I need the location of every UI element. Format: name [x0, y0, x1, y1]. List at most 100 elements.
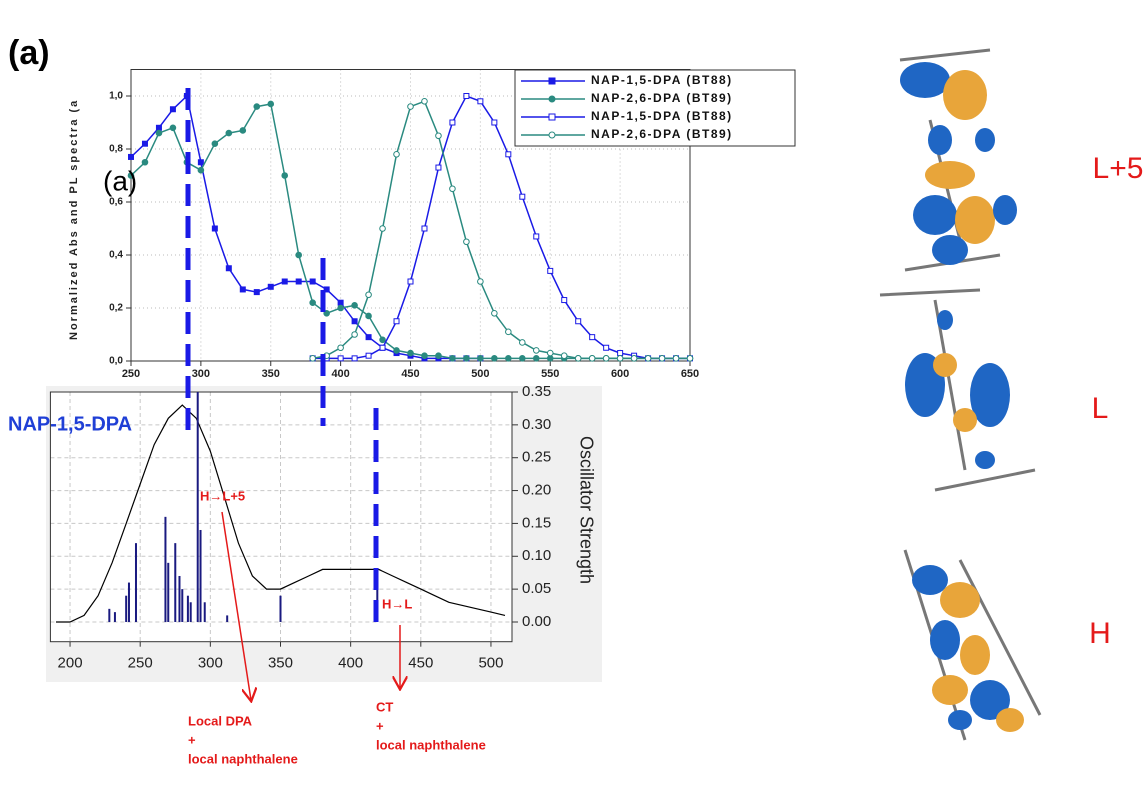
marker [310, 300, 316, 306]
marker [366, 313, 372, 319]
marker [533, 348, 539, 354]
marker [338, 300, 343, 305]
marker [478, 99, 483, 104]
x-tick-label: 500 [478, 655, 503, 672]
marker [450, 186, 456, 192]
marker [631, 356, 637, 362]
marker [604, 345, 609, 350]
marker [436, 353, 442, 359]
x-tick-label: 600 [611, 368, 629, 380]
annotation: local naphthalene [376, 737, 486, 752]
series-line [131, 96, 480, 358]
marker [338, 345, 344, 351]
marker [310, 279, 315, 284]
marker [296, 252, 302, 258]
marker [380, 337, 386, 343]
x-tick-label: 450 [401, 368, 419, 380]
marker [352, 319, 357, 324]
marker [170, 125, 176, 131]
marker [478, 279, 484, 285]
y-tick-label: 0,8 [109, 144, 123, 155]
marker [547, 350, 553, 356]
marker [170, 107, 175, 112]
orbital-label: H [1089, 617, 1111, 650]
marker [464, 356, 470, 362]
marker [352, 303, 358, 309]
marker [198, 167, 204, 173]
marker [338, 305, 344, 311]
orbital-l [880, 290, 1035, 490]
marker [129, 154, 134, 159]
marker [240, 287, 245, 292]
annotation: + [188, 732, 196, 747]
marker [254, 104, 260, 110]
marker [506, 152, 511, 157]
annotation: + [376, 718, 384, 733]
marker [450, 120, 455, 125]
marker [520, 194, 525, 199]
orbital-l5 [900, 50, 1017, 270]
marker [506, 356, 512, 362]
marker [659, 356, 665, 362]
marker [366, 353, 371, 358]
stick [190, 602, 192, 622]
marker [408, 279, 413, 284]
marker [562, 298, 567, 303]
marker [492, 356, 498, 362]
y-tick-label: 0.20 [522, 482, 551, 499]
marker [436, 133, 442, 139]
marker [352, 332, 358, 338]
stick [108, 609, 110, 622]
y-axis-label: Oscillator Strength [576, 436, 596, 584]
stick [174, 543, 176, 622]
y-tick-label: 0.35 [522, 383, 551, 400]
marker [534, 234, 539, 239]
marker [645, 356, 651, 362]
legend-marker [549, 132, 555, 138]
annotation: (a) [8, 34, 50, 72]
figure: 0,00,20,40,60,81,02503003504004505005506… [0, 0, 1148, 788]
x-tick-label: 200 [58, 655, 83, 672]
marker [142, 159, 148, 165]
marker [603, 356, 609, 362]
marker [366, 335, 371, 340]
annotation: Local DPA [188, 713, 253, 728]
stick [200, 530, 202, 622]
marker [226, 266, 231, 271]
marker [464, 239, 470, 245]
annotation: NAP-1,5-DPA [8, 413, 132, 435]
annotation: H→L+5 [200, 488, 245, 503]
marker [296, 279, 301, 284]
marker [575, 356, 581, 362]
marker [268, 101, 274, 107]
y-tick-label: 0.25 [522, 449, 551, 466]
x-tick-label: 450 [408, 655, 433, 672]
stick [181, 589, 183, 622]
marker [617, 356, 623, 362]
legend-label: NAP-1,5-DPA (BT88) [591, 73, 733, 87]
legend-marker [549, 78, 555, 84]
marker [268, 284, 273, 289]
y-tick-label: 0,2 [109, 303, 123, 314]
stick [125, 596, 127, 622]
legend-label: NAP-1,5-DPA (BT88) [591, 109, 733, 123]
stick [167, 563, 169, 622]
marker [561, 353, 567, 359]
marker [198, 160, 203, 165]
marker [408, 350, 414, 356]
marker [436, 165, 441, 170]
marker [547, 356, 553, 362]
annotation: (a) [103, 165, 137, 196]
y-tick-label: 0,4 [109, 250, 123, 261]
marker [478, 356, 484, 362]
marker [422, 226, 427, 231]
stick [279, 596, 281, 622]
marker [212, 141, 218, 147]
x-tick-label: 350 [268, 655, 293, 672]
marker [464, 94, 469, 99]
marker [240, 128, 246, 134]
x-tick-label: 250 [122, 368, 140, 380]
x-tick-label: 350 [262, 368, 280, 380]
marker [156, 130, 162, 136]
legend-label: NAP-2,6-DPA (BT89) [591, 127, 733, 141]
